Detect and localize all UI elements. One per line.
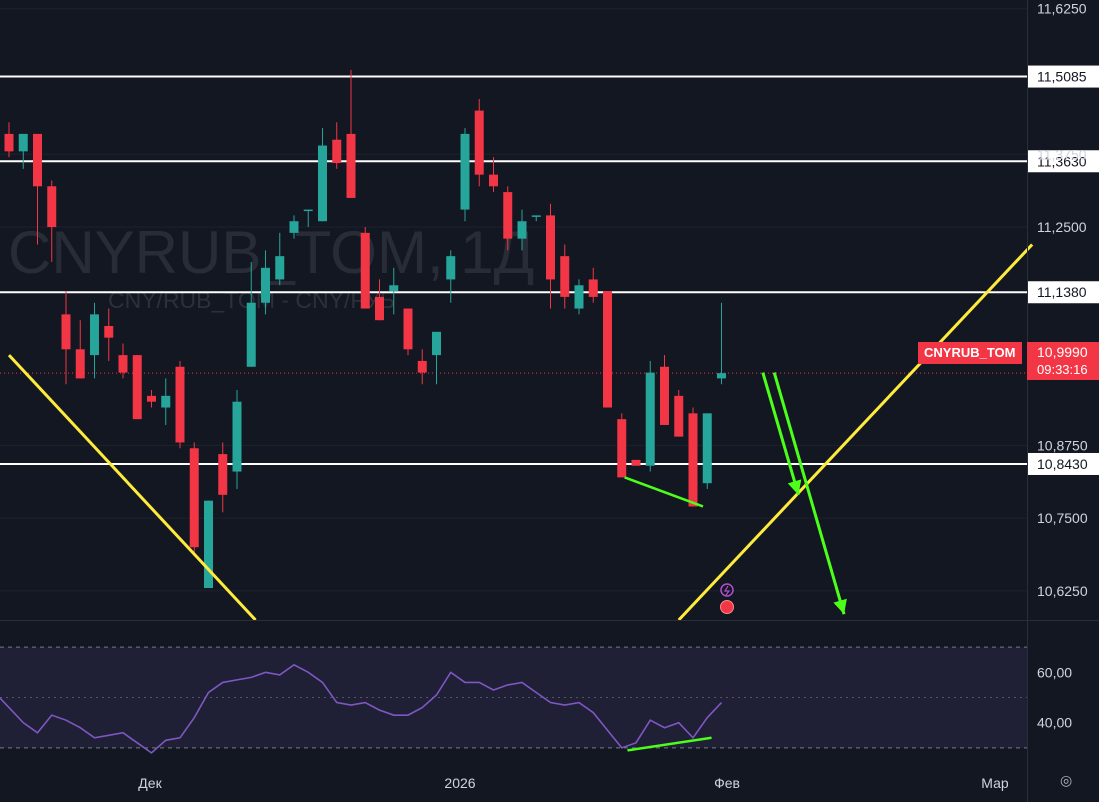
candle-body (218, 454, 228, 495)
candle-body (688, 413, 698, 507)
candle-body (574, 285, 584, 309)
candle-body (75, 349, 85, 379)
watermark-symbol: CNYRUB_TOM, 1Д (8, 219, 534, 286)
current-symbol-label: CNYRUB_TOM (918, 342, 1022, 364)
lightning-icon[interactable] (720, 583, 734, 597)
arrow-head (787, 479, 802, 495)
settings-gear-icon[interactable]: ◎ (1060, 772, 1073, 788)
candle-body (588, 279, 598, 297)
candle-body (603, 291, 612, 408)
candle-body (232, 401, 242, 472)
trendline[interactable] (677, 243, 1034, 622)
candle-body (47, 186, 57, 228)
candle-body (118, 355, 128, 373)
price-tick-label: 10,8750 (1037, 437, 1088, 453)
rsi-tick-label: 60,00 (1037, 664, 1072, 680)
candle-body (360, 232, 370, 309)
price-tick-label: 10,7500 (1037, 510, 1088, 526)
time-tick-label: Мар (981, 775, 1009, 791)
candle-body (432, 331, 441, 356)
time-tick-label: Дек (138, 775, 162, 791)
candle-body (631, 459, 641, 466)
candle-body (546, 215, 555, 280)
candle-body (660, 366, 669, 425)
candle-body (261, 267, 270, 303)
candle-body (303, 209, 313, 212)
candle-body (460, 133, 470, 210)
rsi-band (0, 647, 1027, 748)
level-price-label: 11,5085 (1037, 69, 1087, 85)
candle-body (189, 448, 199, 548)
candle-body (489, 174, 498, 187)
trendline[interactable] (624, 476, 704, 508)
candle-body (132, 355, 142, 420)
trendline[interactable] (7, 354, 257, 622)
candle-body (560, 256, 570, 297)
candle-body (61, 314, 71, 350)
current-price-label: 10,9990 09:33:16 (1027, 342, 1099, 380)
level-price-tag (1028, 65, 1099, 88)
candle-body (503, 192, 513, 239)
horizontal-levels[interactable]: 11,5085 11,3630 11,1380 10,8430 (0, 65, 1099, 475)
candle-body (717, 373, 726, 379)
price-grid (0, 8, 1027, 592)
candle-body (674, 395, 684, 437)
bar-countdown: 09:33:16 (1037, 362, 1088, 377)
rsi-pane: 60,00 40,00 (0, 646, 1072, 754)
candle-body (645, 372, 655, 466)
candle-body (175, 366, 185, 443)
rsi-tick-label: 40,00 (1037, 715, 1072, 731)
candle-body (417, 360, 427, 373)
rsi-line (0, 663, 723, 754)
level-price-label: 11,3630 (1037, 153, 1087, 169)
level-price-label: 11,1380 (1037, 284, 1087, 300)
current-price-value: 10,9990 (1037, 344, 1088, 360)
candle-body (403, 308, 413, 350)
candle-body (275, 256, 285, 280)
candle-body (702, 413, 712, 484)
arrow-head (833, 598, 847, 615)
candle-body (161, 395, 171, 408)
candle-body (246, 302, 256, 367)
candle-body (33, 133, 42, 187)
level-price-tag (1028, 281, 1099, 304)
dividend-icon[interactable] (720, 600, 734, 614)
time-tick-label: Фев (714, 775, 740, 791)
level-price-label: 10,8430 (1037, 456, 1088, 472)
time-tick-label: 2026 (444, 775, 475, 791)
price-tick-label: 11,6250 (1037, 1, 1087, 17)
candle-body (346, 133, 356, 198)
level-price-tag (1028, 452, 1099, 475)
candle-body (104, 326, 114, 338)
candle-body (18, 133, 28, 152)
price-tick-label: 11,3750 (1037, 146, 1087, 162)
candle-body (289, 221, 299, 233)
candle-body (204, 500, 213, 588)
candles (4, 69, 726, 588)
rsi-divergence-line[interactable] (627, 736, 712, 752)
candle-body (446, 256, 456, 280)
candle-body (474, 110, 484, 175)
candle-body (318, 145, 327, 222)
drawings[interactable] (7, 243, 1034, 622)
arrow-line[interactable] (761, 372, 800, 496)
lightning-glyph (723, 585, 731, 596)
candle-body (4, 133, 14, 152)
candle-body (147, 395, 156, 402)
candle-body (90, 314, 99, 356)
candle-body (617, 419, 627, 478)
arrow-line[interactable] (772, 372, 846, 615)
candle-body (389, 285, 399, 292)
price-tick-label: 11,2500 (1037, 219, 1087, 235)
event-icons[interactable] (720, 583, 734, 614)
candle-body (332, 139, 342, 164)
price-tick-label: 10,6250 (1037, 583, 1088, 599)
level-price-tag (1028, 150, 1099, 173)
candle-body (517, 221, 527, 239)
candle-body (531, 215, 541, 217)
candle-body (375, 296, 384, 321)
